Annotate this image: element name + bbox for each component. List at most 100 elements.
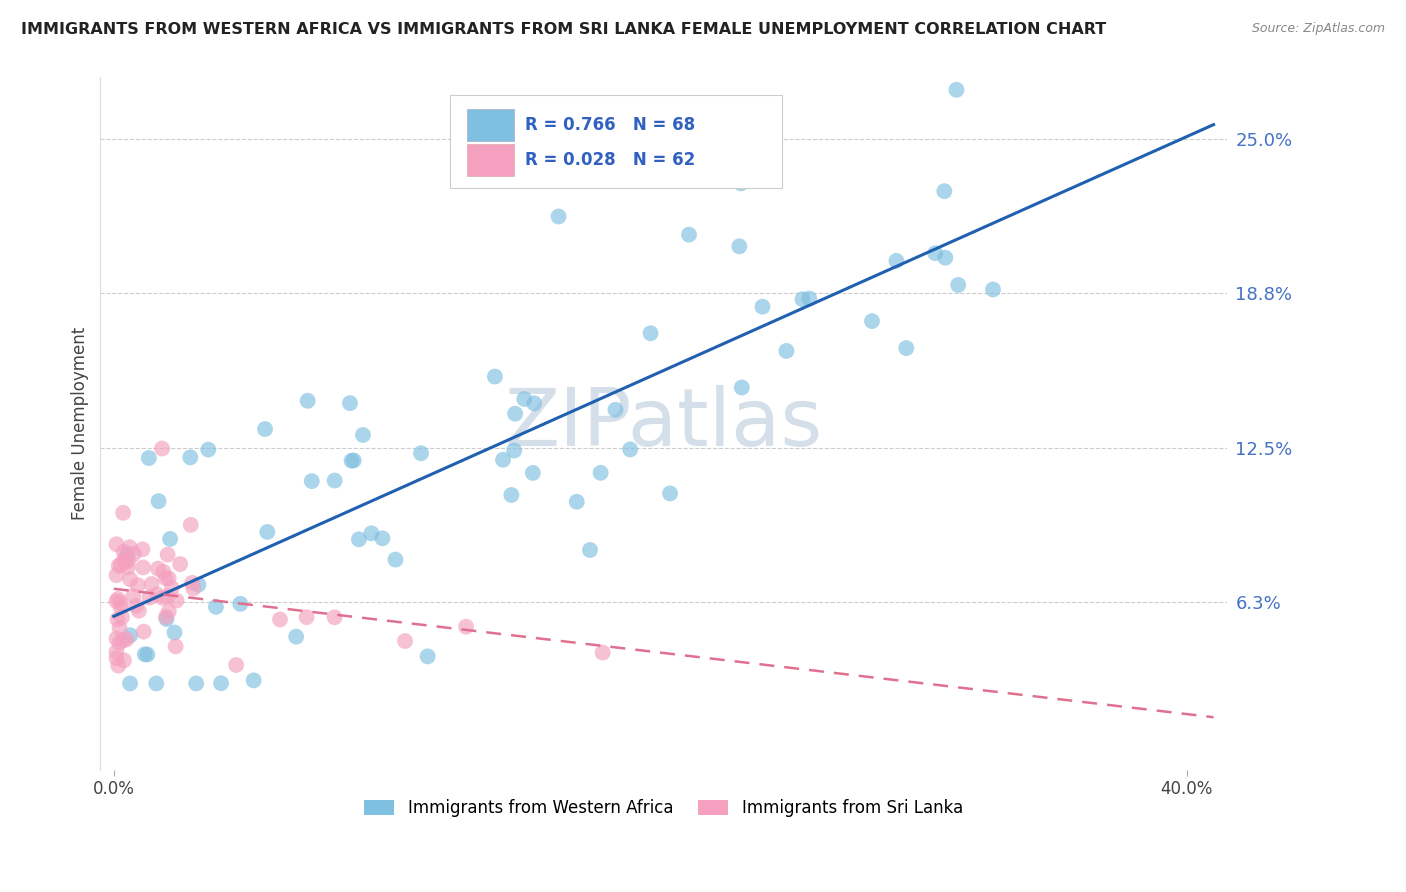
Point — [297, 393, 319, 408]
Point — [150, 442, 173, 456]
Point — [107, 658, 129, 673]
Point — [323, 610, 346, 624]
Point — [131, 542, 153, 557]
Point — [114, 555, 136, 569]
Point — [105, 594, 128, 608]
Point — [166, 593, 188, 607]
Point — [285, 630, 308, 644]
Point — [197, 442, 219, 457]
Point — [775, 343, 797, 358]
Point — [108, 621, 131, 635]
Point — [156, 548, 179, 562]
Point — [454, 620, 477, 634]
Point — [132, 624, 155, 639]
Point — [523, 396, 546, 410]
Point — [343, 453, 366, 467]
Point — [269, 612, 291, 626]
Point — [547, 210, 569, 224]
Y-axis label: Female Unemployment: Female Unemployment — [72, 327, 89, 520]
Point — [180, 517, 202, 532]
Point — [122, 547, 145, 561]
Point — [156, 590, 179, 604]
Point — [118, 553, 141, 567]
Point — [169, 557, 191, 571]
Point — [384, 552, 406, 566]
Legend: Immigrants from Western Africa, Immigrants from Sri Lanka: Immigrants from Western Africa, Immigran… — [357, 793, 970, 824]
FancyBboxPatch shape — [467, 110, 513, 141]
Point — [105, 651, 128, 665]
Point — [128, 604, 150, 618]
Point — [301, 474, 323, 488]
Point — [136, 648, 159, 662]
Text: ZIPatlas: ZIPatlas — [505, 384, 823, 463]
Point — [183, 582, 205, 596]
Text: R = 0.766   N = 68: R = 0.766 N = 68 — [524, 116, 695, 134]
Text: R = 0.028   N = 62: R = 0.028 N = 62 — [524, 151, 696, 169]
Point — [730, 177, 752, 191]
Point — [253, 422, 276, 436]
Point — [122, 589, 145, 603]
Point — [155, 571, 177, 585]
Point — [589, 466, 612, 480]
Point — [360, 526, 382, 541]
Point — [728, 239, 751, 253]
Point — [187, 578, 209, 592]
Point — [138, 451, 160, 466]
Point — [503, 407, 526, 421]
Point — [340, 454, 363, 468]
Point — [107, 592, 129, 607]
Point — [120, 628, 142, 642]
FancyBboxPatch shape — [467, 144, 513, 176]
Point — [108, 636, 131, 650]
Point — [179, 450, 201, 465]
Point — [484, 369, 506, 384]
Point — [522, 466, 544, 480]
Point — [981, 283, 1004, 297]
Point — [225, 658, 247, 673]
Point — [159, 532, 181, 546]
Point — [110, 600, 132, 615]
Point — [120, 572, 142, 586]
Point — [145, 676, 167, 690]
Point — [141, 577, 163, 591]
Point — [886, 253, 908, 268]
Point — [205, 599, 228, 614]
Point — [394, 634, 416, 648]
Point — [242, 673, 264, 688]
Point — [579, 543, 602, 558]
Point — [125, 599, 148, 613]
Point — [659, 486, 682, 500]
Point — [107, 612, 129, 626]
FancyBboxPatch shape — [450, 95, 782, 188]
Point — [678, 227, 700, 242]
Point — [105, 537, 128, 551]
Point — [924, 246, 946, 260]
Point — [115, 547, 138, 561]
Point — [157, 604, 180, 618]
Point — [146, 587, 169, 601]
Point — [619, 442, 641, 457]
Point — [157, 571, 180, 585]
Point — [792, 292, 814, 306]
Text: IMMIGRANTS FROM WESTERN AFRICA VS IMMIGRANTS FROM SRI LANKA FEMALE UNEMPLOYMENT : IMMIGRANTS FROM WESTERN AFRICA VS IMMIGR… — [21, 22, 1107, 37]
Point — [501, 488, 523, 502]
Point — [860, 314, 883, 328]
Point — [138, 591, 160, 605]
Point — [934, 251, 956, 265]
Point — [112, 545, 135, 559]
Point — [295, 610, 318, 624]
Point — [339, 396, 361, 410]
Point — [115, 632, 138, 647]
Point — [256, 524, 278, 539]
Point — [229, 597, 252, 611]
Point — [513, 392, 536, 406]
Point — [948, 277, 970, 292]
Text: Source: ZipAtlas.com: Source: ZipAtlas.com — [1251, 22, 1385, 36]
Point — [209, 676, 232, 690]
Point — [165, 640, 187, 654]
Point — [112, 506, 135, 520]
Point — [605, 402, 627, 417]
Point — [371, 531, 394, 545]
Point — [152, 591, 174, 605]
Point — [186, 676, 208, 690]
